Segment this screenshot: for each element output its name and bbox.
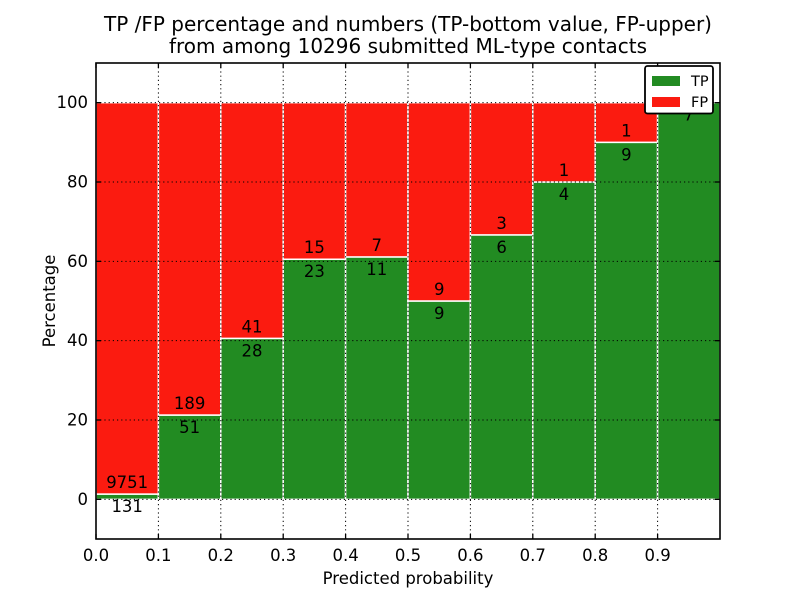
legend-swatch-fp [652,97,680,107]
x-tick-label: 0.7 [520,546,546,565]
y-tick-label: 0 [78,490,89,509]
chart-title-line2: from among 10296 submitted ML-type conta… [169,34,647,58]
fp-count-label: 41 [242,317,263,336]
fp-count-label: 9751 [106,473,148,492]
x-tick-label: 0.2 [208,546,234,565]
bar-tp-segment [157,414,222,501]
y-axis-label: Percentage [40,255,59,348]
tp-count-label: 6 [496,238,507,257]
bar-tp-segment [594,141,659,501]
bar-tp-segment [532,181,596,501]
bar-fp-segment [95,101,160,495]
fp-count-label: 3 [496,214,507,233]
bar-fp-segment [532,101,596,183]
legend-label-fp: FP [691,95,708,111]
y-tick-label: 60 [67,252,88,271]
tp-count-label: 23 [304,262,325,281]
fp-count-label: 1 [621,121,632,140]
x-tick-label: 0.9 [644,546,670,565]
y-tick-label: 80 [67,173,88,192]
tp-count-label: 51 [179,418,200,437]
fp-count-label: 9 [434,280,445,299]
bar-tp-segment [656,101,721,501]
tp-count-label: 7 [684,106,695,125]
tp-count-label: 28 [242,341,263,360]
y-tick-label: 40 [67,331,88,350]
fp-count-label: 189 [174,394,206,413]
legend-label-tp: TP [690,74,709,90]
fp-count-label: 15 [304,238,325,257]
x-tick-label: 0.8 [582,546,608,565]
x-tick-label: 0.0 [83,546,109,565]
bar-fp-segment [344,101,409,258]
bar-tp-segment [407,300,472,501]
bar-fp-segment [157,101,222,416]
x-tick-label: 0.1 [145,546,171,565]
tp-count-label: 9 [621,145,632,164]
bar-tp-segment [220,337,284,501]
bar-tp-segment [344,256,409,501]
tp-count-label: 11 [366,260,387,279]
y-tick-label: 20 [67,411,88,430]
chart-title-line1: TP /FP percentage and numbers (TP-bottom… [103,12,712,36]
tp-count-label: 9 [434,304,445,323]
y-tick-label: 100 [57,93,89,112]
tp-count-label: 131 [111,497,143,516]
x-axis-label: Predicted probability [323,569,494,588]
x-tick-label: 0.5 [395,546,421,565]
legend-swatch-tp [652,76,680,86]
bar-tp-segment [282,258,347,501]
bar-fp-segment [282,101,347,260]
fp-count-label: 1 [559,161,570,180]
x-tick-label: 0.3 [270,546,296,565]
fp-count-label: 7 [372,236,383,255]
bar-tp-segment [469,234,534,501]
tp-count-label: 4 [559,185,570,204]
x-tick-label: 0.4 [332,546,358,565]
bar-fp-segment [220,101,284,340]
x-tick-label: 0.6 [457,546,483,565]
plot-area: 0.0 0.1 0.2 0.3 0.4 0.5 0.6 0.7 0.8 0.9 0 20 40 60 80 1… [57,62,721,565]
bar-fp-segment [407,101,472,302]
